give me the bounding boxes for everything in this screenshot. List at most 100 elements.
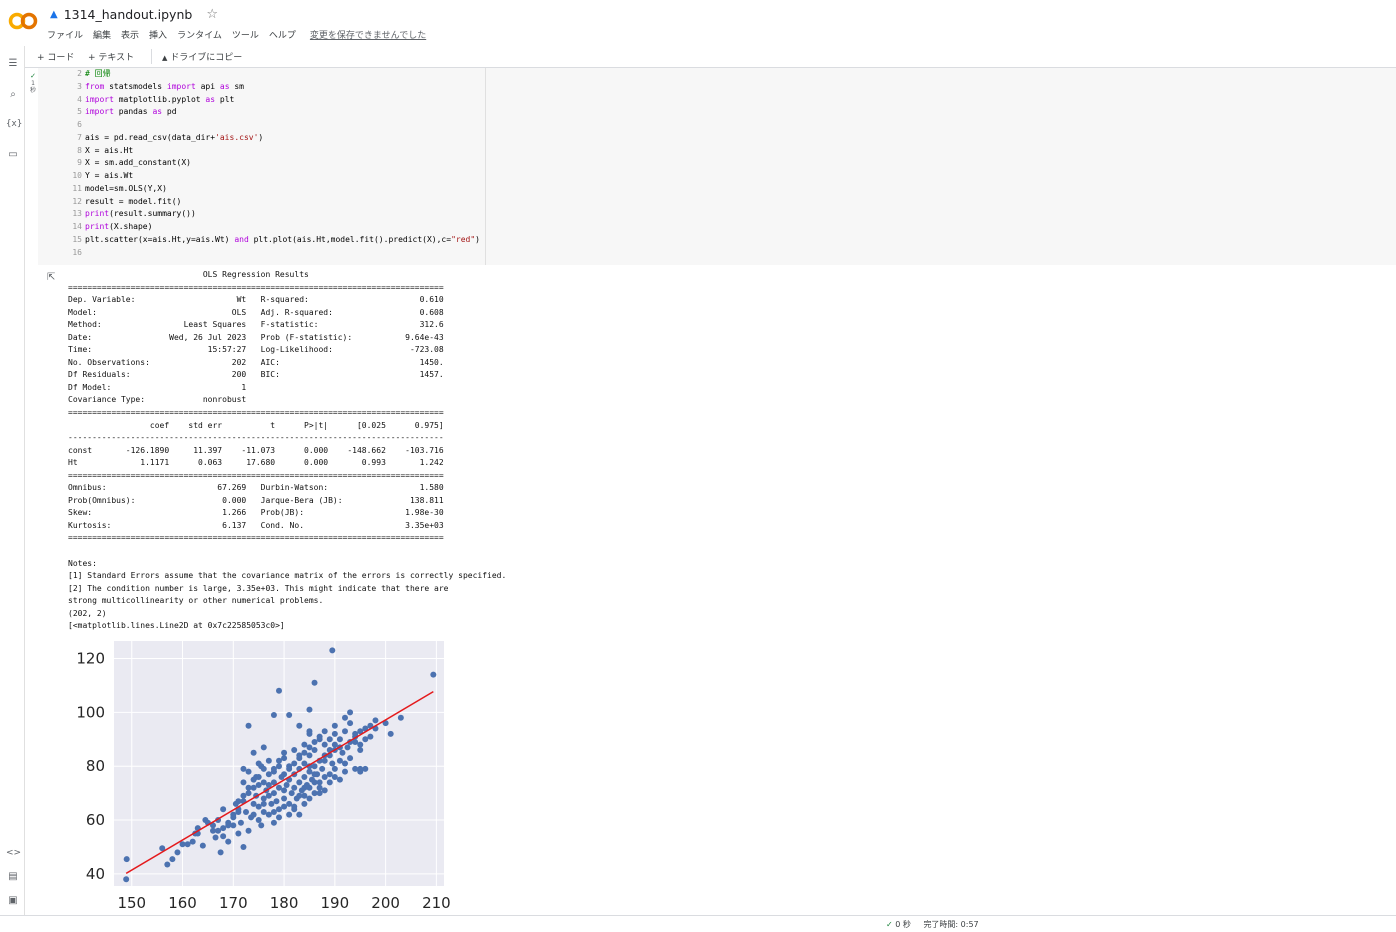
scatter-point [281,795,288,802]
code-token: print [85,222,110,231]
scatter-point [326,771,333,778]
variables-icon[interactable]: {x} [6,119,23,129]
scatter-point [250,776,257,783]
code-line[interactable]: 14 print(X.shape) [62,221,152,233]
search-icon[interactable]: ⌕ [10,89,16,100]
terminal-icon[interactable]: ▣ [8,895,18,906]
scatter-point [189,838,196,845]
code-snippets-icon[interactable]: <> [6,848,22,858]
scatter-point [220,833,227,840]
command-palette-icon[interactable]: ▤ [8,871,18,882]
code-line[interactable]: 13 print(result.summary()) [62,208,195,220]
code-line[interactable]: 6 [62,119,85,131]
scatter-point [352,738,359,745]
star-icon[interactable]: ☆ [206,7,218,22]
scatter-point [258,822,265,829]
scatter-point [260,765,267,772]
x-tick-label: 150 [117,894,146,912]
scatter-point [179,841,186,848]
line-number: 16 [72,247,82,257]
notebook-title[interactable]: 1314_handout.ipynb [63,7,193,22]
menu-insert[interactable]: 挿入 [149,31,168,41]
scatter-point [250,811,257,818]
toc-icon[interactable]: ☰ [8,58,18,69]
code-line[interactable]: 12 result = model.fit() [62,196,181,208]
scatter-point [326,779,333,786]
x-tick-label: 190 [321,894,350,912]
code-line[interactable]: 11 model=sm.OLS(Y,X) [62,183,167,195]
scatter-point [245,722,252,729]
scatter-point [296,779,303,786]
code-cell[interactable]: 2 # 回帰 3 from statsmodels import api as sm 4… [38,68,1396,265]
code-line[interactable]: 7 ais = pd.read_csv(data_dir+'ais.csv') [62,132,263,144]
menu-view[interactable]: 表示 [121,31,140,41]
code-line[interactable]: 15 plt.scatter(x=ais.Ht,y=ais.Wt) and plt… [62,234,480,246]
scatter-point [329,760,336,767]
unsaved-link[interactable]: 変更を保存できませんでした [309,31,427,41]
scatter-point [215,827,222,834]
add-code-button[interactable]: + コード [37,53,75,63]
scatter-point [301,749,308,756]
menu-file[interactable]: ファイル [47,31,84,41]
scatter-point [387,730,394,737]
scatter-point [210,822,216,829]
scatter-point [281,803,288,810]
menu-bar: ファイル 編集 表示 挿入 ランタイム ツール ヘルプ 変更を保存できませんでし… [47,28,436,41]
code-token: Y = ais.Wt [85,171,134,180]
code-line[interactable]: 3 from statsmodels import api as sm [62,81,244,93]
scatter-point [283,782,290,789]
scatter-point [265,771,272,778]
code-token: as [219,81,230,91]
toolbar: + コード + テキスト ▲ ドライブにコピー [0,46,1396,68]
copy-to-drive-button[interactable]: ▲ ドライブにコピー [162,50,242,63]
add-text-button[interactable]: + テキスト [88,53,135,63]
code-token: plt.plot(ais.Ht,model.fit().predict(X),c… [248,234,452,244]
scatter-point [199,842,206,849]
line-number: 10 [72,171,82,180]
y-tick-label: 80 [86,757,105,775]
scatter-point [237,819,244,826]
line-number: 13 [72,209,82,219]
code-line[interactable]: 2 # 回帰 [62,68,111,80]
menu-tools[interactable]: ツール [231,31,259,41]
scatter-point [225,822,232,829]
scatter-point [286,800,293,807]
output-icon[interactable]: ⇱ [47,272,56,283]
scatter-point [281,787,288,794]
scatter-point [255,817,262,824]
scatter-point [220,806,227,813]
scatter-point [339,749,346,756]
code-token: (X.shape) [109,222,153,231]
code-line[interactable]: 16 [62,247,85,259]
scatter-point [306,784,313,791]
scatter-point [270,712,277,719]
scatter-point [316,733,323,740]
folder-icon[interactable]: ▭ [8,149,18,160]
line-number: 2 [77,69,82,78]
line-number: 9 [77,158,82,168]
colab-logo-icon[interactable] [8,11,38,31]
code-line[interactable]: 4 import matplotlib.pyplot as plt [62,94,234,106]
scatter-point [342,760,348,767]
scatter-point [276,687,282,694]
scatter-point [316,779,323,786]
scatter-point [336,776,343,783]
code-token: import [85,107,114,117]
code-line[interactable]: 5 import pandas as pd [62,106,176,118]
scatter-point [296,811,303,818]
menu-runtime[interactable]: ランタイム [177,31,222,41]
code-line[interactable]: 10 Y = ais.Wt [62,170,133,182]
code-token: from [85,81,105,91]
scatter-point [296,752,303,759]
scatter-point [342,768,348,775]
scatter-point [362,765,369,772]
scatter-point [291,747,298,754]
scatter-point [243,808,249,815]
menu-edit[interactable]: 編集 [93,31,112,41]
line-number: 6 [77,120,82,129]
scatter-point [311,738,318,745]
menu-help[interactable]: ヘルプ [268,31,296,41]
code-token: # 回帰 [85,69,111,78]
